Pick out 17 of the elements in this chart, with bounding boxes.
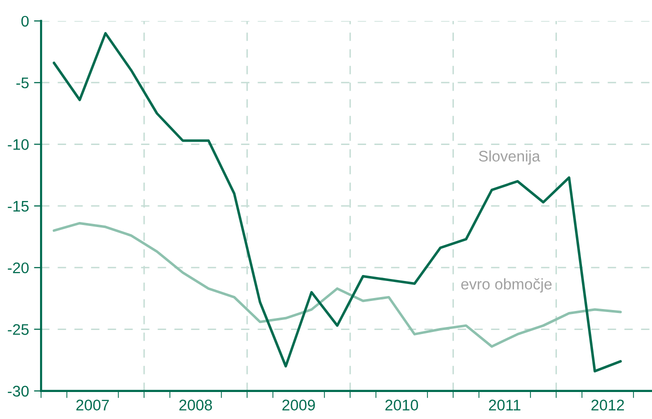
x-tick-label: 2010 bbox=[385, 400, 418, 410]
x-tick-label: 2009 bbox=[282, 400, 315, 410]
y-tick-label: -20 bbox=[8, 262, 29, 274]
x-tick-label: 2007 bbox=[76, 400, 109, 410]
series-label: evro območje bbox=[461, 278, 552, 293]
x-tick-label: 2011 bbox=[489, 400, 520, 410]
y-tick-label: -10 bbox=[8, 139, 29, 150]
y-tick-label: -5 bbox=[16, 78, 29, 88]
x-tick-label: 2008 bbox=[179, 400, 212, 410]
line-series bbox=[52, 222, 622, 348]
y-tick-label: -30 bbox=[8, 386, 29, 397]
series-label: Slovenija bbox=[478, 150, 540, 165]
line-series bbox=[52, 32, 622, 372]
x-tick-label: 2012 bbox=[591, 400, 624, 410]
y-tick-label: -15 bbox=[8, 200, 29, 212]
y-tick-label: -25 bbox=[8, 324, 29, 335]
y-tick-label: 0 bbox=[21, 16, 29, 27]
